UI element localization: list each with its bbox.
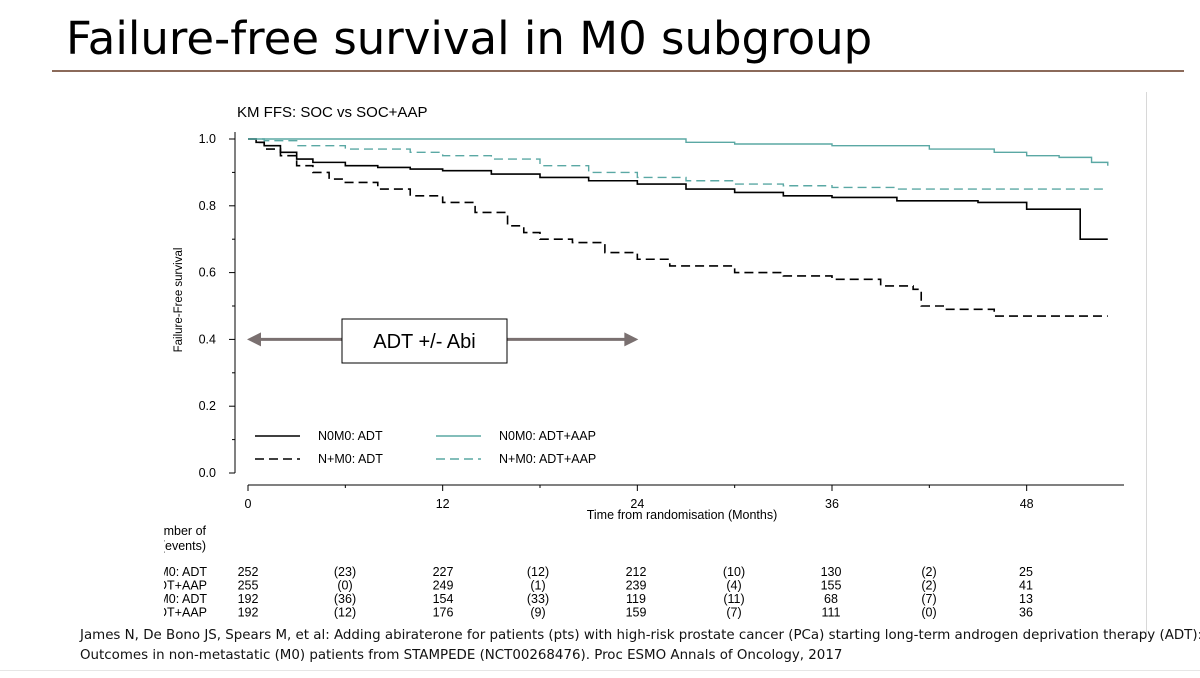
annotation-arrow-head-right xyxy=(624,332,639,347)
y-tick-label: 0.2 xyxy=(199,399,216,413)
y-tick-label: 1.0 xyxy=(199,132,216,146)
risk-table-cell: 68 xyxy=(824,592,838,606)
series-n-m0-adt-aap xyxy=(248,138,1108,190)
risk-table-header-line-1: Number of xyxy=(164,524,207,538)
chart-panel: KM FFS: SOC vs SOC+AAP 0.0 0.2 0.4 0.6 0.8 1.0… xyxy=(164,92,1147,637)
y-tick-label: 0.0 xyxy=(199,466,216,480)
x-tick-label: 48 xyxy=(1020,497,1034,511)
x-axis-label: Time from randomisation (Months) xyxy=(587,508,778,522)
risk-table-header-line-2: patients (events) xyxy=(164,539,206,553)
chart-title: KM FFS: SOC vs SOC+AAP xyxy=(237,104,427,121)
risk-table-cell: 36 xyxy=(1019,606,1033,620)
risk-table-cell: (12) xyxy=(334,606,356,620)
slide-title: Failure-free survival in M0 subgroup xyxy=(66,12,873,65)
risk-table-cell: (1) xyxy=(530,579,545,593)
risk-table-cell: (7) xyxy=(726,606,741,620)
risk-table-cell: (4) xyxy=(726,579,741,593)
risk-table-row-label: N0M0: ADT+AAP xyxy=(164,579,207,593)
legend-label-n0m0-adt-aap: N0M0: ADT+AAP xyxy=(499,429,596,443)
risk-table-cell: 239 xyxy=(626,579,647,593)
annotation-arrow-head-left xyxy=(247,332,261,347)
x-tick-label: 0 xyxy=(245,497,252,511)
title-divider xyxy=(52,70,1184,72)
risk-table-cell: (12) xyxy=(527,565,549,579)
risk-table-cell: (0) xyxy=(337,579,352,593)
risk-table-cell: 25 xyxy=(1019,565,1033,579)
risk-table-row-label: N+M0: ADT xyxy=(164,592,207,606)
risk-table-cell: (2) xyxy=(921,579,936,593)
legend-label-n-m0-adt-aap: N+M0: ADT+AAP xyxy=(499,452,596,466)
risk-table-cell: 192 xyxy=(238,606,259,620)
series-n-m0-adt xyxy=(248,138,1108,317)
risk-table-cell: 212 xyxy=(626,565,647,579)
y-tick-label: 0.6 xyxy=(199,266,216,280)
risk-table-cell: 249 xyxy=(433,579,454,593)
footer-divider xyxy=(0,670,1200,671)
risk-table-cell: 192 xyxy=(238,592,259,606)
y-tick-label: 0.8 xyxy=(199,199,216,213)
risk-table-cell: (36) xyxy=(334,592,356,606)
risk-table-cell: 227 xyxy=(433,565,454,579)
legend-label-n0m0-adt: N0M0: ADT xyxy=(318,429,383,443)
risk-table-cell: 176 xyxy=(433,606,454,620)
risk-table-cell: 159 xyxy=(626,606,647,620)
annotation-box xyxy=(341,318,508,364)
risk-table-cell: 154 xyxy=(433,592,454,606)
risk-table-cell: (9) xyxy=(530,606,545,620)
risk-table-cell: (33) xyxy=(527,592,549,606)
risk-table-cell: 119 xyxy=(626,592,646,606)
risk-table-cell: 255 xyxy=(238,579,259,593)
series-n0m0-adt xyxy=(248,138,1108,240)
km-chart: KM FFS: SOC vs SOC+AAP 0.0 0.2 0.4 0.6 0.8 1.0… xyxy=(164,104,1124,620)
risk-table-cell: (0) xyxy=(921,606,936,620)
risk-table-cell: (10) xyxy=(723,565,745,579)
risk-table-cell: 252 xyxy=(238,565,259,579)
risk-table-cell: 130 xyxy=(821,565,842,579)
citation-line-1: James N, De Bono JS, Spears M, et al: Ad… xyxy=(80,628,1200,643)
citation-line-2: Outcomes in non-metastatic (M0) patients… xyxy=(80,648,843,663)
risk-table-cell: (2) xyxy=(921,565,936,579)
risk-table-cell: 13 xyxy=(1019,592,1033,606)
legend-label-n-m0-adt: N+M0: ADT xyxy=(318,452,383,466)
x-tick-label: 24 xyxy=(630,497,644,511)
risk-table-cell: (23) xyxy=(334,565,356,579)
risk-table-row-label: N+M0: ADT+AAP xyxy=(164,606,207,620)
annotation-label: ADT +/- Abi xyxy=(373,331,475,353)
risk-table-cell: 111 xyxy=(821,606,840,620)
x-tick-label: 36 xyxy=(825,497,839,511)
risk-table-cell: 41 xyxy=(1019,579,1033,593)
y-axis-label: Failure-Free survival xyxy=(173,248,185,353)
risk-table-row-label: N0M0: ADT xyxy=(164,565,207,579)
risk-table-cell: (7) xyxy=(921,592,936,606)
series-n0m0-adt-aap xyxy=(248,138,1109,166)
x-tick-label: 12 xyxy=(436,497,450,511)
y-tick-label: 0.4 xyxy=(199,332,216,346)
risk-table-cell: 155 xyxy=(821,579,842,593)
citation: James N, De Bono JS, Spears M, et al: Ad… xyxy=(80,626,1200,666)
risk-table-cell: (11) xyxy=(723,592,744,606)
